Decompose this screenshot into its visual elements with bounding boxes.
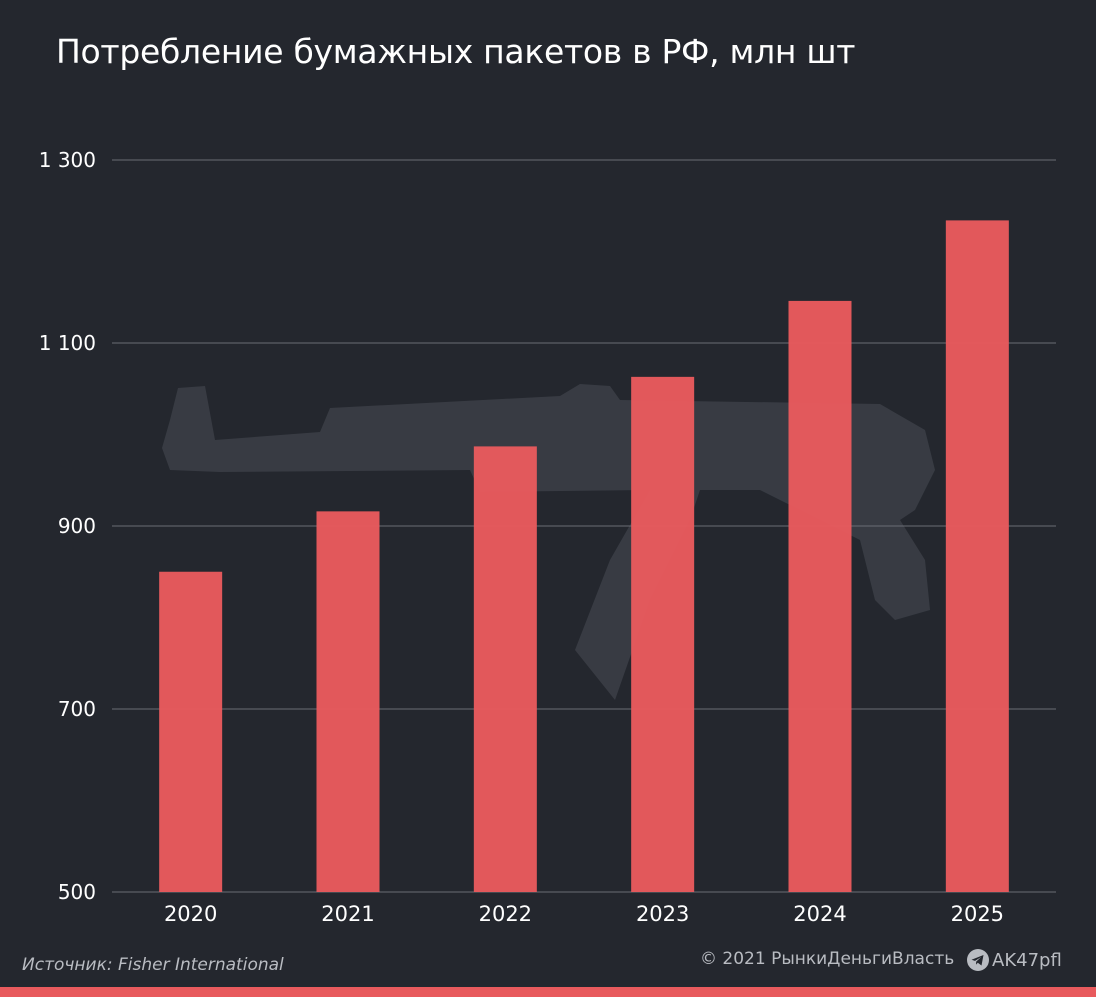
x-tick-label-2025: 2025: [951, 902, 1004, 926]
copyright-note: © 2021 РынкиДеньгиВласть: [700, 949, 955, 969]
bar-2024: [788, 300, 852, 892]
bar-2025: [945, 220, 1009, 892]
y-tick-label: 1 100: [39, 331, 96, 355]
bar-2022: [473, 446, 537, 892]
y-tick-label: 1 300: [39, 148, 96, 172]
x-tick-label-2023: 2023: [636, 902, 689, 926]
y-axis-labels: 500 700 900 1 100 1 300: [39, 148, 96, 904]
bar-2021: [316, 511, 380, 892]
bar-2023: [631, 376, 695, 893]
telegram-icon: [967, 949, 989, 971]
x-tick-label-2020: 2020: [164, 902, 217, 926]
x-tick-label-2021: 2021: [321, 902, 374, 926]
x-axis-labels: 2020 2021 2022 2023 2024 2025: [164, 902, 1004, 926]
source-note: Источник: Fisher International: [22, 955, 284, 975]
page-title: Потребление бумажных пакетов в РФ, млн ш…: [56, 32, 856, 71]
telegram-channel[interactable]: AK47pfl: [966, 948, 1062, 972]
y-tick-label: 500: [58, 880, 96, 904]
y-tick-label: 900: [58, 514, 96, 538]
grid-layer: [112, 159, 1056, 893]
bars-layer: [159, 220, 1009, 893]
telegram-channel-label: AK47pfl: [992, 949, 1062, 971]
x-tick-label-2024: 2024: [793, 902, 846, 926]
bottom-accent-bar: [0, 987, 1096, 997]
x-tick-label-2022: 2022: [479, 902, 532, 926]
bar-2020: [159, 571, 223, 892]
y-tick-label: 700: [58, 697, 96, 721]
